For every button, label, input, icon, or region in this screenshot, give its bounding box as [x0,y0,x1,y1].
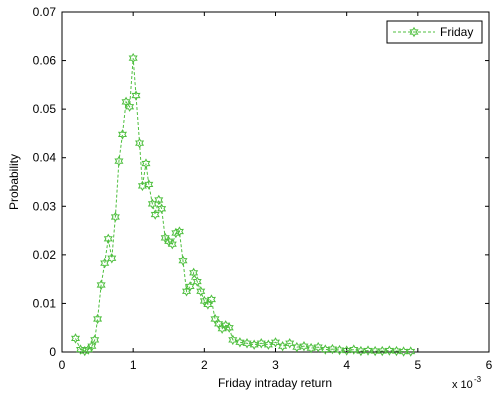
data-point-marker [121,96,131,108]
x-tick-label: 4 [343,358,350,372]
data-point-marker [125,101,135,112]
x-tick-label: 2 [201,358,208,372]
plot-area [61,11,490,353]
x-tick-label: 1 [130,358,137,372]
data-point-marker [174,226,184,237]
data-point-marker [150,209,160,220]
data-point-marker [224,322,234,333]
data-point-marker [189,267,199,279]
data-point-marker [117,129,128,140]
data-point-marker [144,179,154,190]
data-point-marker [185,281,195,292]
x-tick-label: 3 [272,358,279,372]
data-point-marker [256,338,266,349]
data-point-marker [182,286,192,297]
y-axis: 0 0.01 0.02 0.03 0.04 0.05 0.06 0.07 [33,5,489,359]
data-point-marker [100,257,110,269]
data-point-marker [299,340,309,352]
data-point-marker [131,90,141,101]
y-tick-label: 0 [49,345,56,359]
data-point-marker [87,340,97,352]
data-point-marker [285,338,295,349]
data-point-marker [103,233,113,245]
data-point-marker [263,339,273,350]
data-point-marker [214,318,224,330]
data-point-marker [206,294,216,305]
x-axis-multiplier: x 10 -3 [452,375,482,391]
data-point-marker [160,232,170,244]
x-multiplier-exponent: -3 [474,375,482,384]
x-tick-label: 6 [486,358,493,372]
data-point-marker [83,344,93,355]
x-tick-label: 0 [59,358,66,372]
y-tick-label: 0.04 [33,151,57,165]
data-point-marker [313,341,323,353]
data-point-marker [178,255,188,266]
x-tick-label: 5 [414,358,421,372]
legend: Friday [386,20,483,44]
data-point-marker [228,334,238,346]
data-point-marker [210,313,220,325]
data-point-marker [242,338,252,349]
y-tick-label: 0.02 [33,248,57,262]
y-tick-label: 0.05 [33,102,57,116]
data-point-marker [90,334,100,346]
data-point-marker [114,155,124,167]
data-point-marker [199,295,209,307]
data-point-marker [128,52,138,64]
data-point-marker [406,346,416,357]
y-tick-label: 0.01 [33,296,57,310]
series-layer [70,52,416,357]
y-axis-label: Probability [7,154,21,210]
y-tick-label: 0.03 [33,199,57,213]
data-point-marker [327,343,337,355]
data-point-marker [167,238,177,250]
data-point-marker [171,227,181,239]
data-point-marker [93,313,103,325]
x-axis-label: Friday intraday return [218,376,332,390]
data-point-marker [80,345,90,357]
data-point-marker [135,137,145,149]
data-point-marker [107,253,117,264]
x-axis: 0 1 2 3 4 5 6 [59,12,493,372]
data-point-marker [141,158,151,169]
data-point-marker [278,340,288,352]
data-point-marker [249,339,259,350]
data-point-marker [203,299,213,310]
data-point-marker [196,286,206,297]
legend-label: Friday [440,25,473,39]
legend-marker-icon [409,26,419,38]
data-point-marker [154,194,164,206]
y-tick-label: 0.06 [33,54,57,68]
data-point-marker [96,279,106,291]
data-point-marker [110,211,120,223]
y-tick-label: 0.07 [33,5,57,19]
data-point-marker [349,344,359,355]
data-point-marker [235,337,245,348]
data-point-marker [270,337,281,348]
data-point-marker [192,276,202,287]
data-point-marker [157,203,167,214]
data-point-marker [70,333,81,344]
x-multiplier-base: x 10 [452,379,473,391]
